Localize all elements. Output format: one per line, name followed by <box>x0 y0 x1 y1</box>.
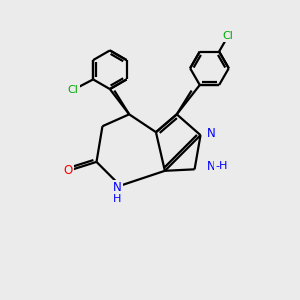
Text: H: H <box>113 194 122 204</box>
Text: N: N <box>207 127 215 140</box>
Text: O: O <box>64 164 73 177</box>
Text: Cl: Cl <box>223 31 233 41</box>
Text: Cl: Cl <box>68 85 79 95</box>
Text: N: N <box>207 160 215 173</box>
Text: N: N <box>113 181 122 194</box>
Text: -H: -H <box>215 161 227 171</box>
